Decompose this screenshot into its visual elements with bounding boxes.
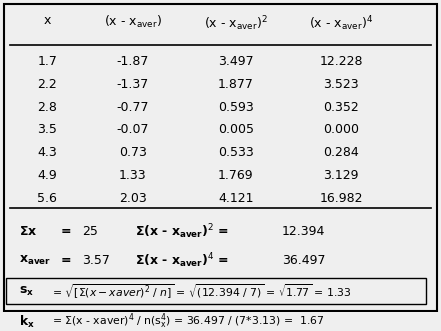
Text: 5.6: 5.6 [37, 192, 57, 205]
Text: -0.07: -0.07 [116, 123, 149, 136]
Text: x: x [44, 14, 51, 27]
Text: 0.000: 0.000 [323, 123, 359, 136]
Text: $\mathbf{\Sigma}$(x - x$_{\mathregular{aver}}$)$^2$ =: $\mathbf{\Sigma}$(x - x$_{\mathregular{a… [135, 222, 229, 241]
Text: 3.57: 3.57 [82, 254, 110, 267]
Text: 1.33: 1.33 [119, 169, 147, 182]
Text: 16.982: 16.982 [319, 192, 363, 205]
Text: 25: 25 [82, 225, 98, 238]
Text: 1.877: 1.877 [218, 78, 254, 91]
Text: 1.7: 1.7 [37, 55, 57, 69]
Text: 12.394: 12.394 [282, 225, 325, 238]
Text: 3.497: 3.497 [218, 55, 254, 69]
FancyBboxPatch shape [6, 278, 426, 305]
Text: 1.769: 1.769 [218, 169, 254, 182]
Text: = $\Sigma$(x - xaver)$^4$ / n(s$_{\mathregular{x}}^4$) = 36.497 / (7*3.13) =  1.: = $\Sigma$(x - xaver)$^4$ / n(s$_{\mathr… [52, 312, 324, 331]
Text: s$_{\mathregular{x}}$: s$_{\mathregular{x}}$ [19, 285, 34, 299]
Text: 0.593: 0.593 [218, 101, 254, 114]
Text: 2.2: 2.2 [37, 78, 57, 91]
Text: 2.03: 2.03 [119, 192, 147, 205]
Text: $\mathbf{\Sigma}$x: $\mathbf{\Sigma}$x [19, 225, 37, 238]
Text: k$_{\mathregular{x}}$: k$_{\mathregular{x}}$ [19, 313, 35, 330]
Text: 3.523: 3.523 [323, 78, 359, 91]
Text: 4.9: 4.9 [37, 169, 57, 182]
Text: =: = [60, 254, 71, 267]
Text: -1.37: -1.37 [117, 78, 149, 91]
Text: (x - x$_{\mathregular{aver}}$): (x - x$_{\mathregular{aver}}$) [104, 14, 162, 30]
Text: 0.005: 0.005 [218, 123, 254, 136]
Text: 0.73: 0.73 [119, 146, 147, 159]
Text: = $\sqrt{[\Sigma(x - xaver)^2\ /\ n]}$ = $\sqrt{(12.394\ /\ 7)}$ = $\sqrt{1.77}$: = $\sqrt{[\Sigma(x - xaver)^2\ /\ n]}$ =… [52, 283, 351, 301]
Text: $\mathbf{\Sigma}$(x - x$_{\mathregular{aver}}$)$^4$ =: $\mathbf{\Sigma}$(x - x$_{\mathregular{a… [135, 252, 229, 270]
Text: 3.129: 3.129 [323, 169, 359, 182]
Text: 0.284: 0.284 [323, 146, 359, 159]
Text: -1.87: -1.87 [117, 55, 149, 69]
Text: 12.228: 12.228 [319, 55, 363, 69]
Text: 2.8: 2.8 [37, 101, 57, 114]
Text: 36.497: 36.497 [282, 254, 325, 267]
Text: 4.121: 4.121 [218, 192, 254, 205]
Text: 3.5: 3.5 [37, 123, 57, 136]
Text: 0.533: 0.533 [218, 146, 254, 159]
Text: =: = [60, 225, 71, 238]
Text: (x - x$_{\mathregular{aver}}$)$^2$: (x - x$_{\mathregular{aver}}$)$^2$ [204, 14, 268, 32]
Text: 0.352: 0.352 [323, 101, 359, 114]
Text: -0.77: -0.77 [116, 101, 149, 114]
Text: 4.3: 4.3 [37, 146, 57, 159]
Text: x$_{\mathregular{aver}}$: x$_{\mathregular{aver}}$ [19, 254, 51, 267]
Text: (x - x$_{\mathregular{aver}}$)$^4$: (x - x$_{\mathregular{aver}}$)$^4$ [309, 14, 373, 32]
